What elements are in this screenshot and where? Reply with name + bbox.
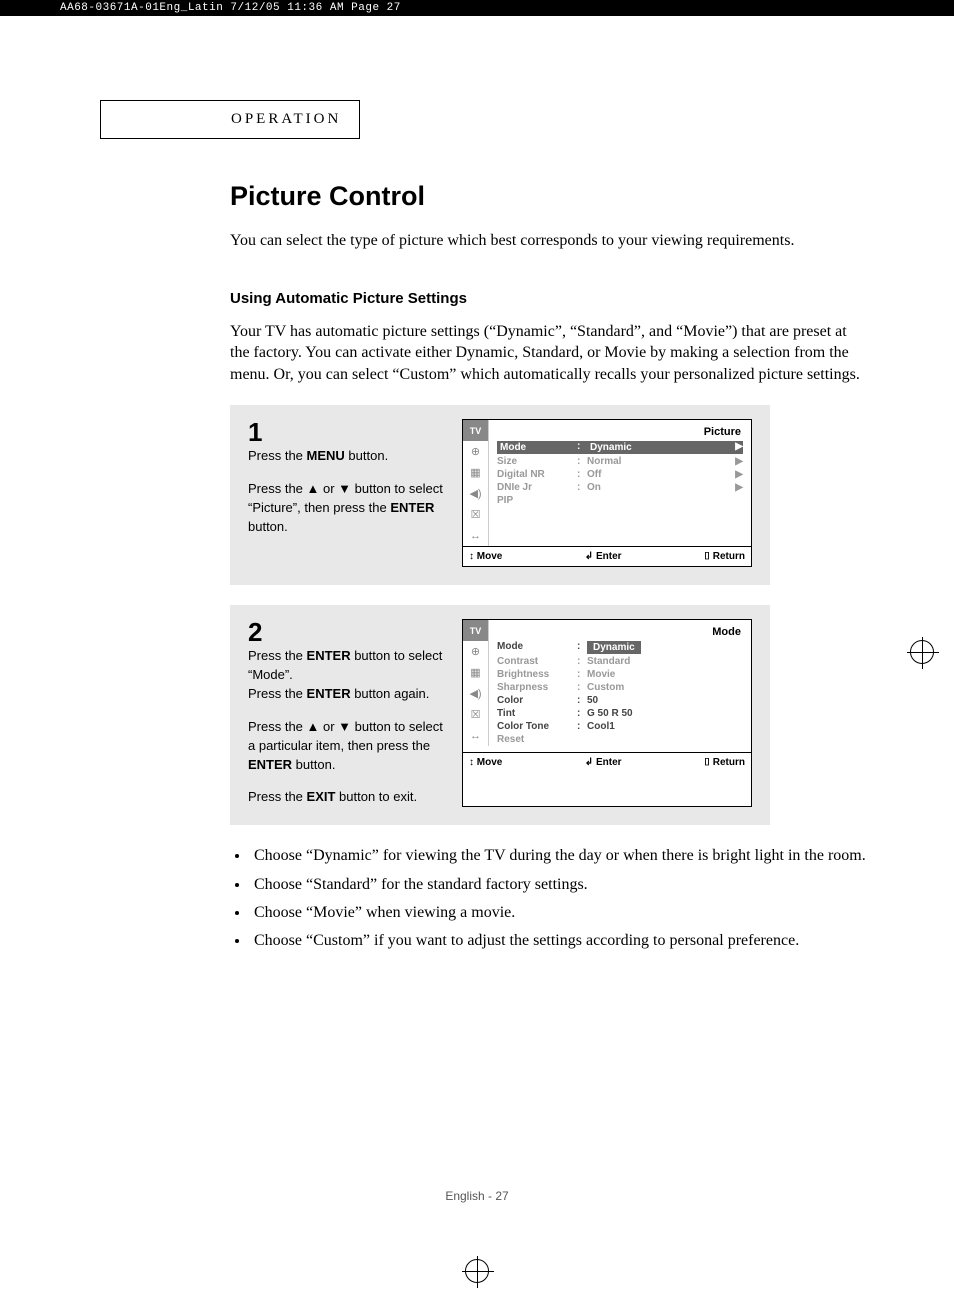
t: Press the xyxy=(248,448,307,463)
osd-title: Picture xyxy=(495,424,745,440)
enter-hint: ↲ Enter xyxy=(585,551,622,562)
t: button. xyxy=(345,448,388,463)
t: button. xyxy=(292,757,335,772)
t: Press the xyxy=(248,648,307,663)
input-icon: ⊕ xyxy=(463,641,489,662)
subsection-heading: Using Automatic Picture Settings xyxy=(230,290,860,307)
t: MENU xyxy=(307,448,345,463)
step-1-text: 1 Press the MENU button. Press the ▲ or … xyxy=(248,419,448,567)
t: Press the ▲ or ▼ button to select a part… xyxy=(248,719,443,753)
tv-icon: TV xyxy=(463,620,489,641)
osd-row: Size:Normal▶ xyxy=(495,455,745,468)
return-hint: ⌷ Return xyxy=(704,757,745,768)
osd-row: Color Tone:Cool1 xyxy=(495,720,745,733)
osd-row: Reset xyxy=(495,733,745,746)
osd-row: Tint:G 50 R 50 xyxy=(495,707,745,720)
osd-row: Mode:Dynamic xyxy=(495,640,745,655)
picture-icon: ▦ xyxy=(463,462,489,483)
intro-text: You can select the type of picture which… xyxy=(230,230,860,252)
osd-picture-menu: TV ⊕ ▦ ◀) ☒ ↔︎ Picture Mode:Dynamic▶Size… xyxy=(462,419,752,567)
sound-icon: ◀) xyxy=(463,683,489,704)
t: button again. xyxy=(351,686,430,701)
channel-icon: ☒ xyxy=(463,504,489,525)
step-2-number: 2 xyxy=(248,619,448,645)
registration-mark-right xyxy=(910,640,934,664)
step-1-block: 1 Press the MENU button. Press the ▲ or … xyxy=(230,405,770,585)
input-icon: ⊕ xyxy=(463,441,489,462)
osd-footer: ↕ Move ↲ Enter ⌷ Return xyxy=(463,546,751,566)
note-item: Choose “Dynamic” for viewing the TV duri… xyxy=(250,845,890,867)
page-footer: English - 27 xyxy=(0,1189,954,1203)
t: button to exit. xyxy=(335,789,417,804)
tv-icon: TV xyxy=(463,420,489,441)
t: ENTER xyxy=(248,757,292,772)
t: ENTER xyxy=(390,500,434,515)
note-item: Choose “Movie” when viewing a movie. xyxy=(250,902,890,924)
osd-sidebar: TV ⊕ ▦ ◀) ☒ ↔︎ xyxy=(463,620,489,752)
step-2-block: 2 Press the ENTER button to select “Mode… xyxy=(230,605,770,825)
page-content: OPERATION Picture Control You can select… xyxy=(100,100,860,959)
picture-icon: ▦ xyxy=(463,662,489,683)
osd-row: Digital NR:Off▶ xyxy=(495,468,745,481)
page-title: Picture Control xyxy=(230,181,860,212)
step-1-number: 1 xyxy=(248,419,448,445)
osd-row: PIP xyxy=(495,494,745,507)
t: Press the xyxy=(248,686,307,701)
t: ENTER xyxy=(307,648,351,663)
sound-icon: ◀) xyxy=(463,483,489,504)
osd-row: Sharpness:Custom xyxy=(495,681,745,694)
osd-title: Mode xyxy=(495,624,745,640)
osd-row: DNIe Jr:On▶ xyxy=(495,481,745,494)
notes-list: Choose “Dynamic” for viewing the TV duri… xyxy=(250,845,890,953)
return-hint: ⌷ Return xyxy=(704,551,745,562)
setup-icon: ↔︎ xyxy=(463,525,489,546)
step-2-text: 2 Press the ENTER button to select “Mode… xyxy=(248,619,448,807)
osd-row: Contrast:Standard xyxy=(495,655,745,668)
osd-sidebar: TV ⊕ ▦ ◀) ☒ ↔︎ xyxy=(463,420,489,546)
osd-row: Mode:Dynamic▶ xyxy=(495,440,745,455)
note-item: Choose “Standard” for the standard facto… xyxy=(250,874,890,896)
move-hint: ↕ Move xyxy=(469,757,502,768)
move-hint: ↕ Move xyxy=(469,551,502,562)
print-job-header: AA68-03671A-01Eng_Latin 7/12/05 11:36 AM… xyxy=(0,0,954,16)
osd-mode-menu: TV ⊕ ▦ ◀) ☒ ↔︎ Mode Mode:DynamicContrast… xyxy=(462,619,752,807)
t: ENTER xyxy=(307,686,351,701)
setup-icon: ↔︎ xyxy=(463,725,489,746)
osd-row: Color: 50 xyxy=(495,694,745,707)
osd-footer: ↕ Move ↲ Enter ⌷ Return xyxy=(463,752,751,772)
channel-icon: ☒ xyxy=(463,704,489,725)
t: button. xyxy=(248,519,288,534)
osd-row: Brightness:Movie xyxy=(495,668,745,681)
note-item: Choose “Custom” if you want to adjust th… xyxy=(250,930,890,952)
t: EXIT xyxy=(307,789,336,804)
t: Press the xyxy=(248,789,307,804)
body-text: Your TV has automatic picture settings (… xyxy=(230,321,860,386)
chapter-label: OPERATION xyxy=(100,100,360,139)
enter-hint: ↲ Enter xyxy=(585,757,622,768)
registration-mark-bottom xyxy=(465,1259,489,1283)
